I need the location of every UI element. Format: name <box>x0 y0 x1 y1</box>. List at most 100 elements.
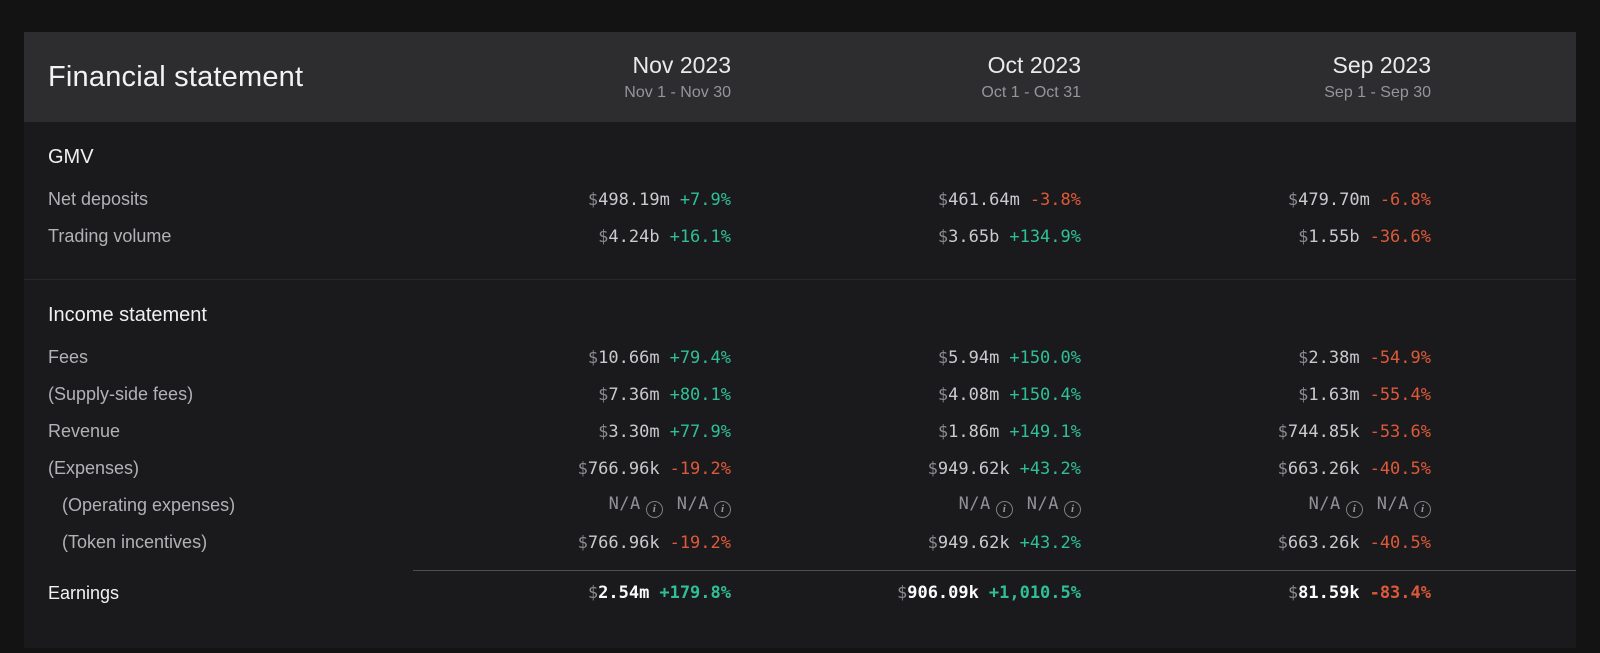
row-label: (Expenses) <box>48 458 140 478</box>
table-row-token-incentives: (Token incentives) $766.96k -19.2% $949.62k… <box>24 524 1576 561</box>
amount-value: 3.65b <box>948 226 1000 247</box>
column-header-range: Oct 1 - Oct 31 <box>981 84 1081 101</box>
change-percent: -55.4% <box>1369 384 1431 405</box>
value-cell: $4.24b +16.1% <box>381 227 731 247</box>
change-percent: -3.8% <box>1029 189 1081 210</box>
amount-value: 5.94m <box>948 347 1000 368</box>
amount-value: 498.19m <box>598 189 670 210</box>
value-cell: $906.09k +1,010.5% <box>731 583 1081 603</box>
change-percent: +150.0% <box>1009 347 1081 368</box>
section-gmv: GMV Net deposits $498.19m +7.9% $461.64m -3.8… <box>24 122 1576 279</box>
value-cell: $949.62k +43.2% <box>731 459 1081 479</box>
column-header-range: Sep 1 - Sep 30 <box>1324 84 1431 101</box>
na-value: N/A i <box>1027 494 1081 518</box>
change-percent: -40.5% <box>1369 458 1431 479</box>
amount-value: 81.59k <box>1298 583 1360 603</box>
value-cell: $766.96k -19.2% <box>381 533 731 553</box>
dollar-sign: $ <box>1277 421 1288 442</box>
amount-value: 4.24b <box>608 226 660 247</box>
info-icon[interactable]: i <box>1414 500 1431 518</box>
value-cell: $2.38m -54.9% <box>1081 348 1431 368</box>
value-cell: $5.94m +150.0% <box>731 348 1081 368</box>
dollar-sign: $ <box>937 347 949 368</box>
na-value: N/A i <box>959 494 1013 518</box>
financial-statement-card: Financial statement Nov 2023 Nov 1 - Nov… <box>24 32 1576 648</box>
earnings-divider <box>413 570 1576 571</box>
dollar-sign: $ <box>598 384 609 405</box>
value-cell: $663.26k -40.5% <box>1081 533 1431 553</box>
amount-value: 3.30m <box>608 421 660 442</box>
dollar-sign: $ <box>1277 532 1288 553</box>
value-cell: $663.26k -40.5% <box>1081 459 1431 479</box>
table-row-supply-side-fees: (Supply-side fees) $7.36m +80.1% $4.08m +150… <box>24 376 1576 413</box>
change-percent: +179.8% <box>659 583 731 603</box>
amount-value: 663.26k <box>1287 458 1360 479</box>
change-percent: +149.1% <box>1009 421 1081 442</box>
value-cell: $7.36m +80.1% <box>381 385 731 405</box>
column-header-label: Sep 2023 <box>1332 52 1431 78</box>
dollar-sign: $ <box>896 583 908 603</box>
na-label: N/A <box>1376 493 1409 514</box>
dollar-sign: $ <box>927 458 938 479</box>
amount-value: 766.96k <box>587 458 660 479</box>
column-header-label: Oct 2023 <box>987 52 1081 78</box>
amount-value: 2.54m <box>598 583 650 603</box>
info-icon[interactable]: i <box>1345 500 1363 518</box>
info-icon[interactable]: i <box>995 500 1013 518</box>
dollar-sign: $ <box>927 532 938 553</box>
column-header-label: Nov 2023 <box>632 52 731 78</box>
value-cell: $766.96k -19.2% <box>381 459 731 479</box>
change-percent: +16.1% <box>669 226 731 247</box>
change-percent: -83.4% <box>1369 583 1431 603</box>
table-row-revenue: Revenue $3.30m +77.9% $1.86m +149.1% $744.85k… <box>24 413 1576 450</box>
change-percent: -19.2% <box>669 532 731 553</box>
change-percent: -6.8% <box>1379 189 1431 210</box>
amount-value: 906.09k <box>907 583 979 603</box>
amount-value: 949.62k <box>937 458 1010 479</box>
na-value: N/A i <box>677 494 731 518</box>
dollar-sign: $ <box>598 421 609 442</box>
value-cell: $10.66m +79.4% <box>381 348 731 368</box>
column-header-oct-2023: Oct 2023 Oct 1 - Oct 31 <box>731 52 1081 102</box>
value-cell: $4.08m +150.4% <box>731 385 1081 405</box>
row-label: Trading volume <box>48 226 172 246</box>
row-label: Revenue <box>48 421 121 441</box>
change-percent: +7.9% <box>679 189 731 210</box>
dollar-sign: $ <box>587 583 599 603</box>
column-header-sep-2023: Sep 2023 Sep 1 - Sep 30 <box>1081 52 1431 102</box>
value-cell: $2.54m +179.8% <box>381 583 731 603</box>
amount-value: 461.64m <box>948 189 1020 210</box>
dollar-sign: $ <box>598 226 609 247</box>
value-cell: $81.59k -83.4% <box>1081 583 1431 603</box>
value-cell: $3.65b +134.9% <box>731 227 1081 247</box>
amount-value: 744.85k <box>1287 421 1360 442</box>
value-cell: $498.19m +7.9% <box>381 190 731 210</box>
dollar-sign: $ <box>1298 384 1309 405</box>
info-icon[interactable]: i <box>645 500 663 518</box>
amount-value: 1.63m <box>1308 384 1360 405</box>
value-cell: $479.70m -6.8% <box>1081 190 1431 210</box>
value-cell: $1.55b -36.6% <box>1081 227 1431 247</box>
dollar-sign: $ <box>937 421 949 442</box>
section-income-statement: Income statement Fees $10.66m +79.4% $5.94m +… <box>24 279 1576 637</box>
change-percent: +77.9% <box>669 421 731 442</box>
change-percent: +150.4% <box>1009 384 1081 405</box>
na-value: N/A i <box>609 494 663 518</box>
info-icon[interactable]: i <box>714 500 731 518</box>
change-percent: +134.9% <box>1009 226 1081 247</box>
value-cell: $1.63m -55.4% <box>1081 385 1431 405</box>
amount-value: 4.08m <box>948 384 1000 405</box>
column-header-range: Nov 1 - Nov 30 <box>624 84 731 101</box>
info-icon[interactable]: i <box>1064 500 1081 518</box>
change-percent: -19.2% <box>669 458 731 479</box>
section-title: GMV <box>48 146 94 168</box>
table-row-expenses: (Expenses) $766.96k -19.2% $949.62k +43.2% $6… <box>24 450 1576 487</box>
section-title: Income statement <box>48 304 207 326</box>
amount-value: 7.36m <box>608 384 660 405</box>
row-label: (Supply-side fees) <box>48 384 194 404</box>
amount-value: 10.66m <box>598 347 660 368</box>
amount-value: 1.86m <box>948 421 1000 442</box>
amount-value: 663.26k <box>1287 532 1360 553</box>
change-percent: +43.2% <box>1019 532 1081 553</box>
table-header: Financial statement Nov 2023 Nov 1 - Nov… <box>24 32 1576 122</box>
